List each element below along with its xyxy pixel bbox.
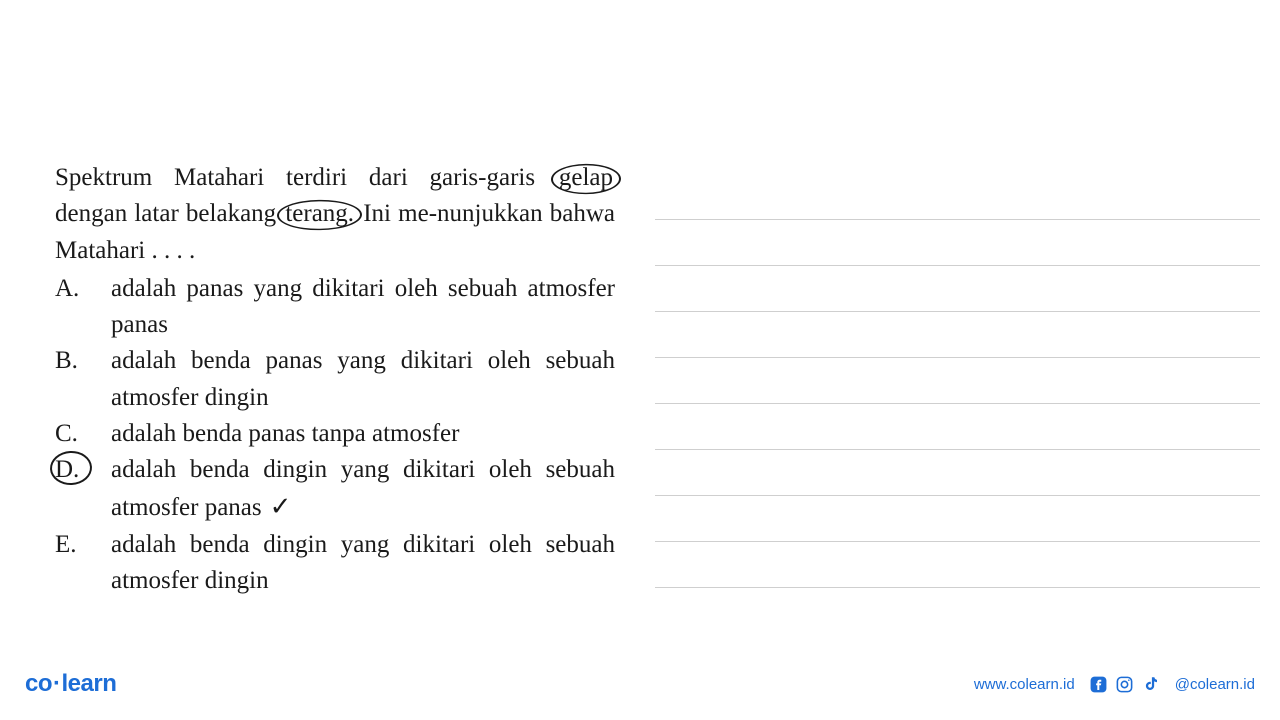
answer-line bbox=[655, 266, 1260, 312]
option-letter: D. bbox=[55, 452, 111, 488]
logo-dot: · bbox=[53, 670, 61, 697]
answer-line bbox=[655, 450, 1260, 496]
option-row: A.adalah panas yang dikitari oleh sebuah… bbox=[55, 271, 615, 344]
option-row: C.adalah benda panas tanpa atmosfer bbox=[55, 416, 615, 452]
answer-line bbox=[655, 174, 1260, 220]
answer-line bbox=[655, 358, 1260, 404]
stem-part2: dengan latar belakang bbox=[55, 200, 283, 227]
answer-line bbox=[655, 542, 1260, 588]
option-letter: E. bbox=[55, 527, 111, 563]
option-row: D.adalah benda dingin yang dikitari oleh… bbox=[55, 452, 615, 527]
option-letter: C. bbox=[55, 416, 111, 452]
circled-word-gelap: gelap bbox=[557, 160, 615, 196]
stem-part1: Spektrum Matahari terdiri dari garis-gar… bbox=[55, 164, 557, 191]
answer-line bbox=[655, 404, 1260, 450]
option-row: B.adalah benda panas yang dikitari oleh … bbox=[55, 343, 615, 416]
footer: co·learn www.colearn.id @colearn.id bbox=[0, 670, 1280, 698]
footer-right: www.colearn.id @colearn.id bbox=[974, 674, 1255, 694]
checkmark-icon: ✓ bbox=[270, 491, 292, 521]
options-list: A.adalah panas yang dikitari oleh sebuah… bbox=[55, 271, 615, 599]
logo-co: co bbox=[25, 670, 52, 697]
facebook-icon bbox=[1089, 674, 1109, 694]
option-letter: A. bbox=[55, 271, 111, 307]
answer-lines-panel bbox=[655, 160, 1260, 620]
question-stem: Spektrum Matahari terdiri dari garis-gar… bbox=[55, 160, 615, 269]
option-text: adalah benda dingin yang dikitari oleh s… bbox=[111, 452, 615, 527]
answer-line bbox=[655, 312, 1260, 358]
option-text: adalah benda panas tanpa atmosfer bbox=[111, 416, 615, 452]
social-handle: @colearn.id bbox=[1175, 676, 1255, 693]
option-letter: B. bbox=[55, 343, 111, 379]
social-icons bbox=[1089, 674, 1161, 694]
answer-line bbox=[655, 496, 1260, 542]
logo-learn: learn bbox=[62, 670, 117, 697]
question-panel: Spektrum Matahari terdiri dari garis-gar… bbox=[55, 160, 615, 620]
answer-line bbox=[655, 220, 1260, 266]
option-text: adalah benda panas yang dikitari oleh se… bbox=[111, 343, 615, 416]
content-area: Spektrum Matahari terdiri dari garis-gar… bbox=[0, 0, 1280, 620]
tiktok-icon bbox=[1141, 674, 1161, 694]
circled-word-terang: terang. bbox=[283, 196, 356, 232]
option-row: E.adalah benda dingin yang dikitari oleh… bbox=[55, 527, 615, 600]
brand-logo: co·learn bbox=[25, 670, 116, 698]
instagram-icon bbox=[1115, 674, 1135, 694]
option-text: adalah panas yang dikitari oleh sebuah a… bbox=[111, 271, 615, 344]
website-url: www.colearn.id bbox=[974, 676, 1075, 693]
option-text: adalah benda dingin yang dikitari oleh s… bbox=[111, 527, 615, 600]
